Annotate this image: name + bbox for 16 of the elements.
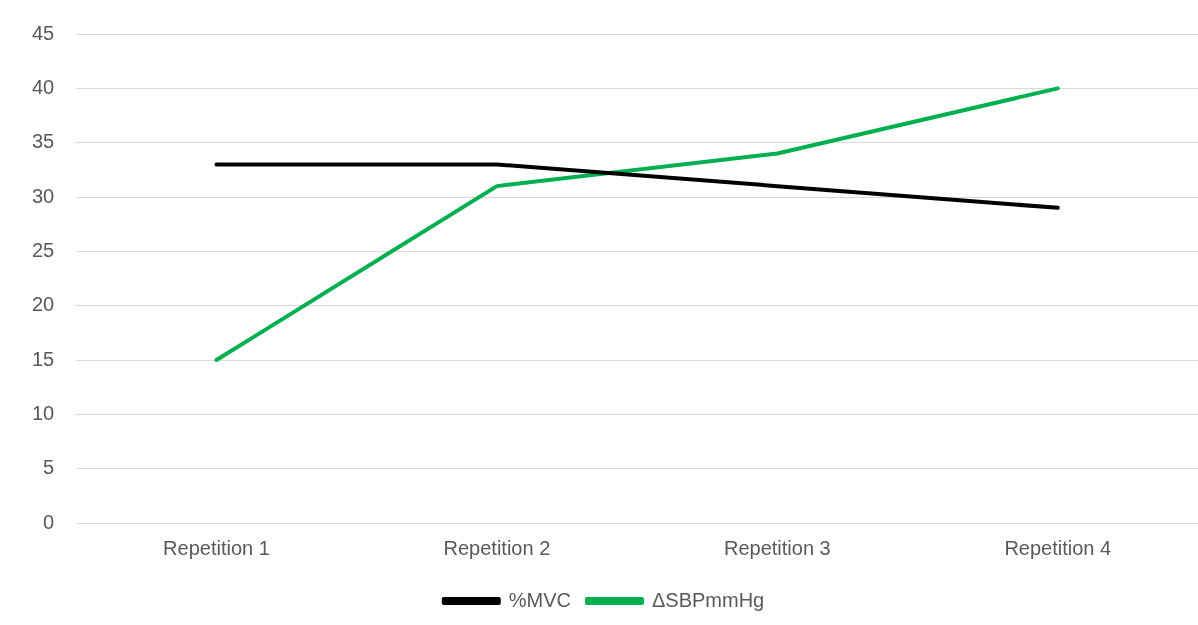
y-tick-label: 0 <box>43 510 55 533</box>
y-tick-label: 40 <box>32 75 55 98</box>
y-tick-label: 30 <box>32 184 55 207</box>
x-tick-label: Repetition 1 <box>163 536 270 559</box>
x-tick-label: Repetition 4 <box>1004 536 1112 559</box>
y-tick-label: 20 <box>32 293 55 316</box>
y-tick-label: 45 <box>32 21 55 44</box>
y-tick-label: 25 <box>32 238 55 261</box>
y-tick-label: 35 <box>32 130 55 153</box>
y-tick-label: 15 <box>32 347 55 370</box>
x-tick-label: Repetition 3 <box>723 536 831 559</box>
legend-label: ΔSBPmmHg <box>651 588 765 611</box>
y-tick-label: 10 <box>32 401 55 424</box>
legend-label: %MVC <box>508 588 571 611</box>
x-tick-label: Repetition 2 <box>443 536 551 559</box>
y-tick-label: 5 <box>43 456 55 479</box>
